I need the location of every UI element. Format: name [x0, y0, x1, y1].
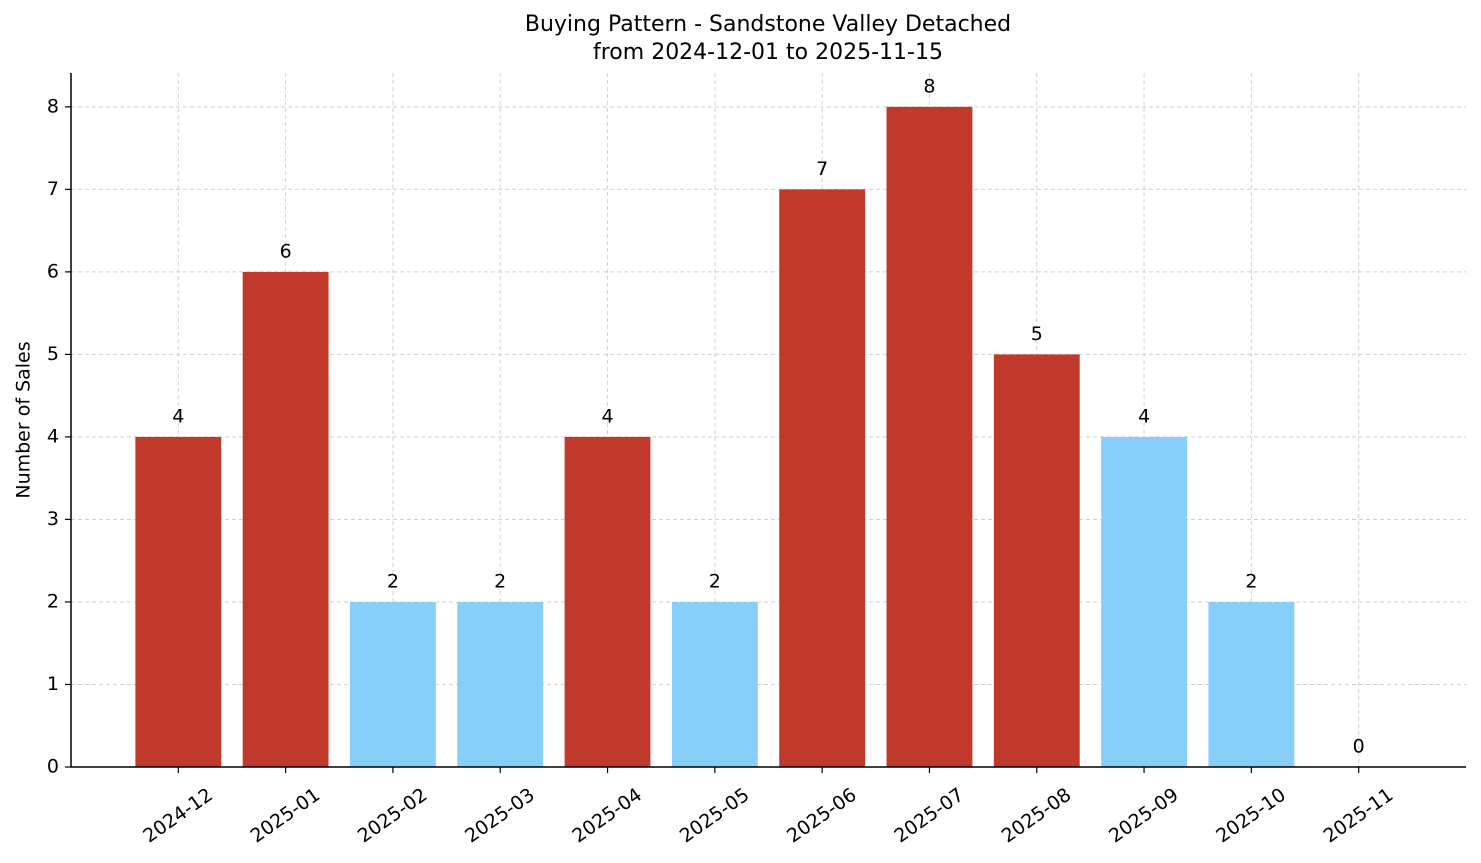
bar [886, 106, 973, 767]
x-tick-label: 2025-09 [1105, 784, 1183, 848]
value-label: 7 [816, 158, 828, 180]
y-tick-label: 8 [47, 95, 59, 117]
bar [457, 601, 544, 767]
bar [993, 354, 1080, 767]
chart-subtitle: from 2024-12-01 to 2025-11-15 [593, 40, 943, 65]
bar [350, 601, 436, 767]
value-label: 4 [1138, 405, 1150, 427]
bar [779, 189, 866, 767]
value-label: 2 [494, 570, 506, 592]
bar [1101, 436, 1187, 767]
y-tick-label: 1 [47, 673, 59, 695]
x-tick-label: 2025-08 [998, 784, 1076, 848]
value-label: 2 [1245, 570, 1257, 592]
y-tick-label: 5 [47, 343, 59, 365]
value-label: 2 [709, 570, 721, 592]
y-tick-label: 3 [47, 508, 59, 530]
x-tick-label: 2024-12 [139, 784, 217, 848]
x-tick-label: 2025-10 [1212, 784, 1290, 848]
y-tick-label: 7 [47, 178, 59, 200]
y-tick-label: 4 [47, 425, 59, 447]
value-label: 4 [172, 405, 184, 427]
y-axis-label: Number of Sales [13, 341, 35, 498]
x-tick-label: 2025-05 [676, 784, 754, 848]
x-tick-label: 2025-01 [247, 784, 325, 848]
bar [564, 436, 651, 767]
x-tick-label: 2025-04 [568, 784, 646, 848]
bar [242, 271, 329, 767]
bar [135, 436, 222, 767]
x-tick-label: 2025-03 [461, 784, 539, 848]
y-tick-label: 0 [47, 756, 59, 778]
value-label: 2 [387, 570, 399, 592]
x-tick-label: 2025-06 [783, 784, 861, 848]
y-tick-label: 6 [47, 260, 59, 282]
value-label: 4 [601, 405, 613, 427]
value-label: 6 [280, 240, 292, 262]
value-label: 0 [1353, 736, 1365, 758]
x-tick-label: 2025-11 [1320, 784, 1398, 848]
bar [1208, 601, 1295, 767]
x-tick-label: 2025-02 [354, 784, 432, 848]
value-label: 5 [1031, 323, 1043, 345]
x-tick-label: 2025-07 [890, 784, 968, 848]
bar [671, 601, 758, 767]
chart-title: Buying Pattern - Sandstone Valley Detach… [525, 12, 1011, 37]
y-tick-label: 2 [47, 590, 59, 612]
value-label: 8 [923, 75, 935, 97]
